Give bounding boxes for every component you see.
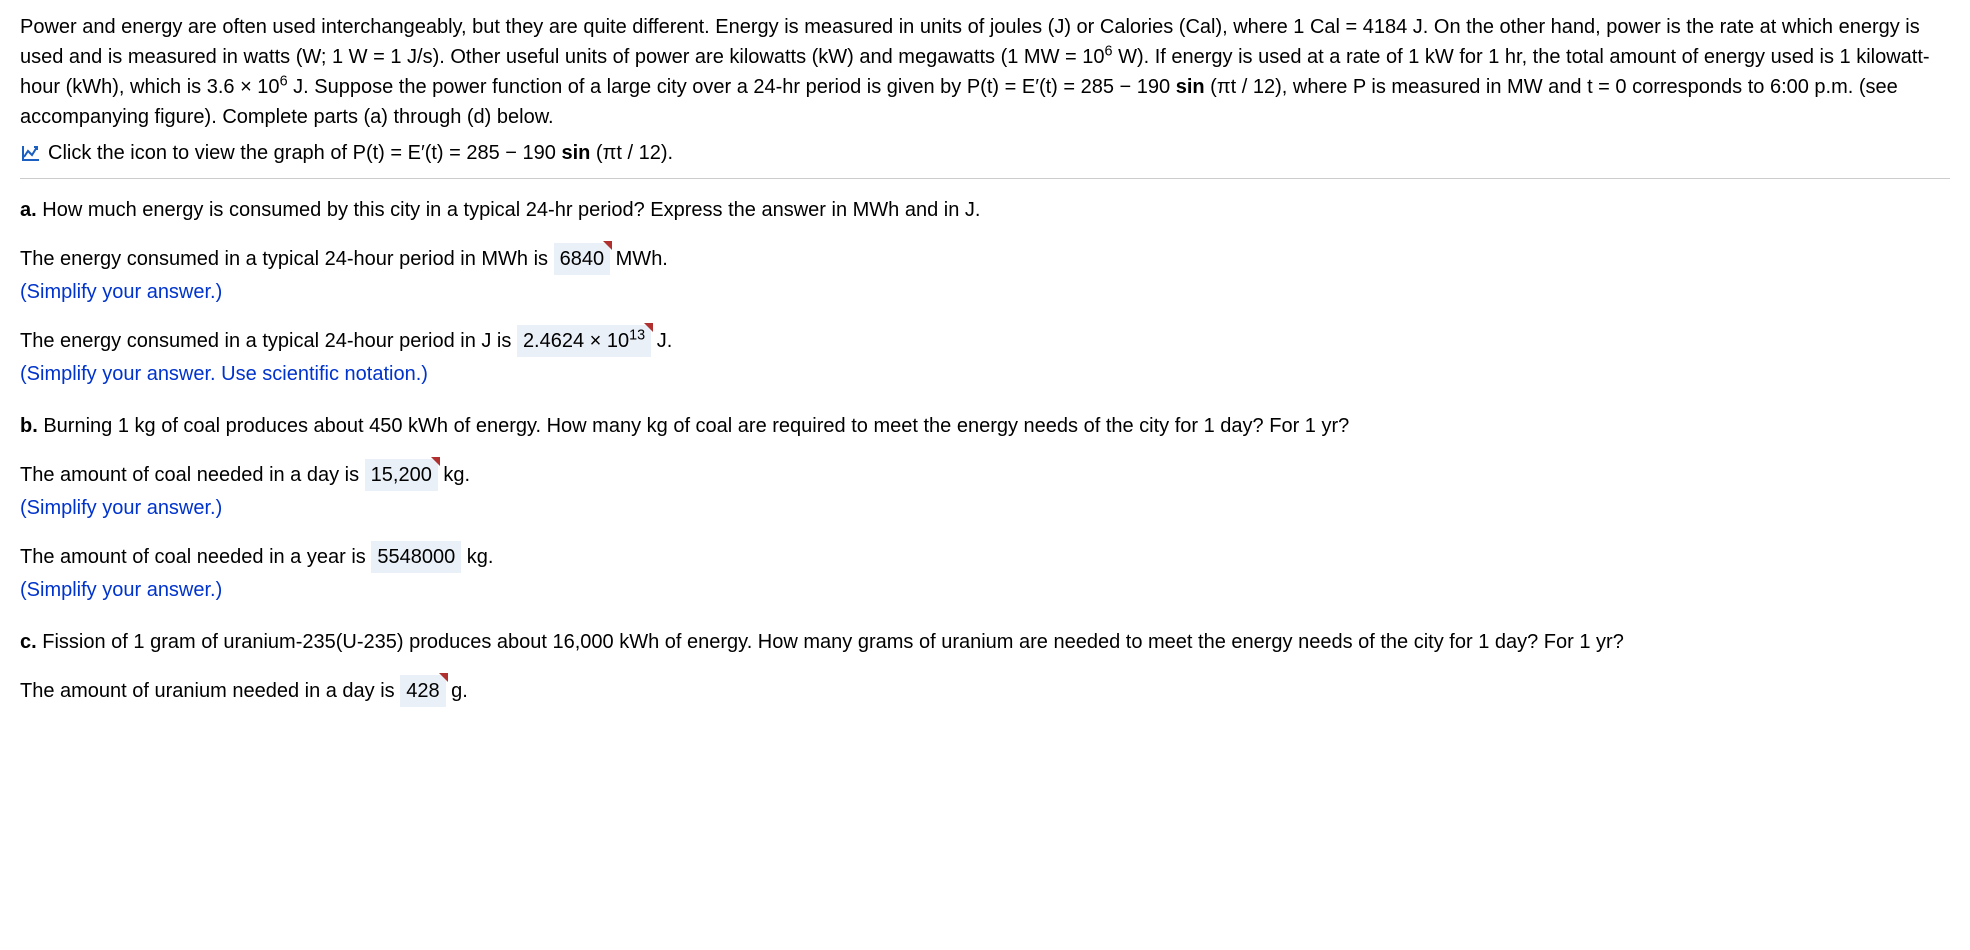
part-b-ans2-post: kg. [461, 546, 493, 568]
part-a-question: a. How much energy is consumed by this c… [20, 195, 1950, 225]
part-b-ans2-pre: The amount of coal needed in a year is [20, 546, 371, 568]
graph-link-row[interactable]: Click the icon to view the graph of P(t)… [20, 138, 1950, 168]
part-a-ans2-hint: (Simplify your answer. Use scientific no… [20, 359, 1950, 389]
part-b-answer2: The amount of coal needed in a year is 5… [20, 541, 1950, 573]
part-b-ans2-input[interactable]: 5548000 [371, 541, 461, 573]
part-b-ans2-hint: (Simplify your answer.) [20, 575, 1950, 605]
part-a-ans2-post: J. [651, 330, 672, 352]
part-a-ans2-pre: The energy consumed in a typical 24-hour… [20, 330, 517, 352]
part-a-ans1-pre: The energy consumed in a typical 24-hour… [20, 248, 554, 270]
part-a-ans1-input[interactable]: 6840 [554, 243, 611, 275]
part-c-ans1-post: g. [446, 680, 468, 702]
part-a-answer2: The energy consumed in a typical 24-hour… [20, 325, 1950, 357]
part-a: a. How much energy is consumed by this c… [20, 195, 1950, 389]
part-a-ans1-post: MWh. [610, 248, 668, 270]
part-b-ans1-hint: (Simplify your answer.) [20, 493, 1950, 523]
graph-link-text[interactable]: Click the icon to view the graph of P(t)… [48, 138, 673, 168]
part-b-ans1-pre: The amount of coal needed in a day is [20, 464, 365, 486]
part-c-ans1-pre: The amount of uranium needed in a day is [20, 680, 400, 702]
part-b-question-text: Burning 1 kg of coal produces about 450 … [43, 415, 1349, 437]
part-c-answer1: The amount of uranium needed in a day is… [20, 675, 1950, 707]
section-divider [20, 178, 1950, 179]
part-a-ans2-input[interactable]: 2.4624 × 1013 [517, 325, 651, 357]
part-c-ans1-input[interactable]: 428 [400, 675, 445, 707]
part-c-question: c. Fission of 1 gram of uranium-235(U-23… [20, 627, 1950, 657]
problem-statement: Power and energy are often used intercha… [20, 12, 1950, 132]
part-b-ans1-post: kg. [438, 464, 470, 486]
part-b: b. Burning 1 kg of coal produces about 4… [20, 411, 1950, 605]
part-b-question: b. Burning 1 kg of coal produces about 4… [20, 411, 1950, 441]
part-b-label: b. [20, 415, 38, 437]
part-a-answer1: The energy consumed in a typical 24-hour… [20, 243, 1950, 275]
part-c: c. Fission of 1 gram of uranium-235(U-23… [20, 627, 1950, 707]
part-b-ans1-input[interactable]: 15,200 [365, 459, 438, 491]
part-c-question-text: Fission of 1 gram of uranium-235(U-235) … [42, 631, 1624, 653]
part-c-label: c. [20, 631, 37, 653]
part-a-question-text: How much energy is consumed by this city… [42, 199, 980, 221]
part-a-ans1-hint: (Simplify your answer.) [20, 277, 1950, 307]
chart-icon[interactable] [20, 142, 42, 164]
part-b-answer1: The amount of coal needed in a day is 15… [20, 459, 1950, 491]
part-a-label: a. [20, 199, 37, 221]
